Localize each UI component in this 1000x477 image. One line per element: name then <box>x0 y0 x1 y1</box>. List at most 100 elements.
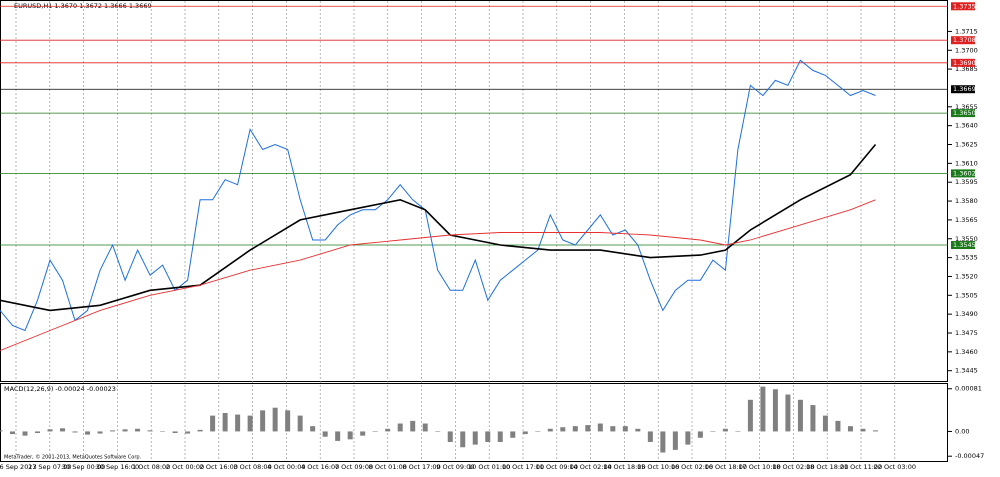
y-tick-label: 1.3685 <box>955 65 978 73</box>
macd-bar <box>772 389 778 432</box>
x-tick-label: 17 Oct 10:00 <box>738 463 780 471</box>
y-tick-label: 0.00081 <box>955 385 982 393</box>
y-tick-label: 1.3565 <box>955 216 978 224</box>
x-tick-label: 10 Oct 17:00 <box>502 463 544 471</box>
macd-bar <box>447 431 453 442</box>
macd-bar <box>272 407 278 432</box>
macd-bar <box>0 430 3 432</box>
x-tick-label: 3 Oct 08:00 <box>233 463 271 471</box>
y-tick-label: 1.3535 <box>955 254 978 262</box>
y-tick-label: 1.3610 <box>955 159 978 167</box>
macd-bar <box>560 427 566 432</box>
x-tick-label: 4 Oct 16:00 <box>301 463 339 471</box>
macd-bar <box>835 420 841 432</box>
level-label: 1.3735 <box>953 2 976 10</box>
macd-frame <box>0 383 948 462</box>
level-label: 1.3545 <box>953 241 976 249</box>
macd-bar <box>722 428 728 432</box>
macd-bar <box>160 431 166 432</box>
level-tag <box>951 169 975 178</box>
y-tick-label: 1.3460 <box>955 348 978 356</box>
y-tick-label: 0.00 <box>955 427 969 435</box>
level-label: 1.3708 <box>953 36 976 44</box>
x-tick-label: 8 Oct 17:00 <box>402 463 440 471</box>
macd-bar <box>385 428 391 432</box>
y-tick-label: -0.00047 <box>955 452 984 460</box>
macd-bar <box>310 426 316 432</box>
ma-fast <box>0 143 877 312</box>
x-tick-label: 10 Oct 01:00 <box>468 463 510 471</box>
macd-bar <box>185 431 191 434</box>
x-tick-label: 30 Sep 16:00 <box>96 463 139 471</box>
level-label: 1.3602 <box>953 169 976 177</box>
macd-bar <box>622 426 628 432</box>
macd-title: MACD(12,26,9) -0.00024 -0.00023 <box>4 385 116 393</box>
macd-bar <box>335 431 341 441</box>
x-tick-label: 18 Oct 02:00 <box>772 463 814 471</box>
macd-bar <box>60 428 66 432</box>
y-tick-label: 1.3625 <box>955 141 978 149</box>
y-tick-label: 1.3505 <box>955 291 978 299</box>
x-tick-label: 27 Sep 07:00 <box>28 463 71 471</box>
level-label: 1.3690 <box>953 59 976 67</box>
macd-bar <box>297 415 303 432</box>
x-tick-label: 14 Oct 02:00 <box>569 463 611 471</box>
macd-bar <box>660 431 666 453</box>
macd-bar <box>235 414 241 432</box>
x-tick-label: 11 Oct 09:00 <box>536 463 578 471</box>
macd-bar <box>122 429 128 432</box>
y-tick-label: 1.3520 <box>955 272 978 280</box>
x-tick-label: 21 Oct 11:00 <box>840 463 882 471</box>
macd-bar <box>435 431 441 432</box>
macd-bar <box>710 431 716 432</box>
macd-bar <box>672 431 678 450</box>
price <box>0 59 876 332</box>
x-tick-label: 8 Oct 01:00 <box>369 463 407 471</box>
macd-bar <box>410 420 416 432</box>
y-tick-label: 1.3715 <box>955 27 978 35</box>
macd-bar <box>685 431 691 445</box>
macd-bar <box>572 426 578 432</box>
x-tick-label: 2 Oct 00:00 <box>166 463 204 471</box>
main-frame <box>0 0 948 382</box>
y-tick-label: 1.3640 <box>955 122 978 130</box>
x-tick-label: 2 Oct 16:00 <box>200 463 238 471</box>
macd-bar <box>285 410 291 432</box>
macd-bar <box>797 399 803 432</box>
macd-bar <box>597 423 603 432</box>
x-tick-label: 16 Oct 18:00 <box>705 463 747 471</box>
macd-bar <box>535 431 541 432</box>
macd-bar <box>347 431 353 440</box>
macd-bar <box>260 410 266 432</box>
macd-bar <box>47 429 53 432</box>
level-tag <box>951 241 975 250</box>
x-tick-label: 30 Sep 00:00 <box>62 463 105 471</box>
macd-bar <box>222 412 228 432</box>
macd-bar <box>522 431 528 435</box>
x-tick-label: 9 Oct 09:00 <box>436 463 474 471</box>
macd-bar <box>397 423 403 432</box>
macd-bar <box>497 431 503 442</box>
macd-bar <box>135 428 141 432</box>
macd-bar <box>97 431 103 434</box>
macd-bar <box>760 386 766 432</box>
macd-bar <box>22 431 28 436</box>
x-tick-label: 4 Oct 00:00 <box>267 463 305 471</box>
macd-bar <box>147 430 153 432</box>
macd-bar <box>610 426 616 432</box>
macd-bar <box>872 430 878 432</box>
level-tag <box>951 109 975 118</box>
macd-bar <box>322 431 328 437</box>
y-tick-label: 1.3700 <box>955 46 978 54</box>
x-tick-label: 26 Sep 2013 <box>0 463 37 471</box>
x-tick-label: 15 Oct 10:00 <box>637 463 679 471</box>
x-tick-label: 18 Oct 18:00 <box>806 463 848 471</box>
level-label: 1.3650 <box>953 109 976 117</box>
macd-bar <box>172 431 178 434</box>
macd-bar <box>635 428 641 432</box>
copyright: MetaTrader, © 2001-2013, MetaQuotes Soft… <box>4 454 142 461</box>
macd-bar <box>822 415 828 432</box>
macd-bar <box>810 405 816 432</box>
macd-bar <box>860 428 866 432</box>
level-tag <box>951 2 975 11</box>
